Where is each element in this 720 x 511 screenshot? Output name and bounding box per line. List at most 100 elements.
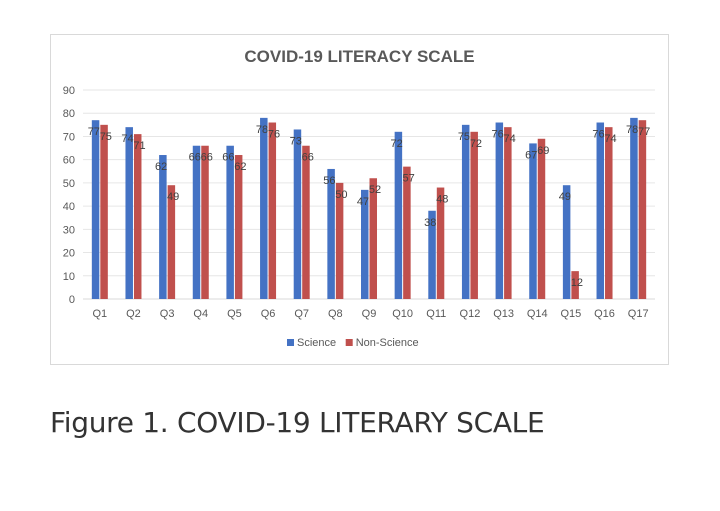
legend-swatch (345, 339, 353, 346)
data-label: 76 (491, 129, 503, 141)
x-tick-label: Q17 (628, 308, 649, 320)
bar-science (293, 129, 302, 299)
data-label: 66 (222, 152, 234, 164)
bar-science (159, 155, 167, 299)
data-label: 74 (503, 133, 515, 145)
bar-non-science (638, 120, 647, 299)
x-tick-label: Q9 (362, 308, 377, 320)
bar-non-science (436, 187, 445, 299)
bar-science (630, 117, 638, 299)
bar-science (461, 124, 470, 299)
bar-non-science (268, 122, 277, 299)
figure-caption: Figure 1. COVID-19 LITERARY SCALE (50, 406, 545, 439)
bar-non-science (369, 178, 377, 299)
data-label: 71 (133, 140, 145, 152)
data-label: 62 (234, 161, 246, 173)
bar-non-science (504, 127, 512, 300)
bar-science (327, 168, 335, 299)
bar-science (596, 122, 605, 299)
y-tick-label: 20 (63, 248, 75, 260)
data-label: 75 (100, 131, 112, 143)
y-tick-label: 80 (63, 108, 75, 120)
data-label: 66 (189, 152, 201, 164)
data-label: 78 (626, 124, 638, 136)
x-tick-label: Q14 (527, 308, 548, 320)
bar-science (91, 120, 100, 299)
bar-non-science (470, 131, 478, 299)
data-label: 72 (391, 138, 403, 150)
bar-science (529, 143, 537, 299)
bar-science (125, 127, 133, 300)
y-tick-label: 40 (63, 201, 75, 213)
bar-non-science (335, 182, 344, 299)
x-tick-label: Q10 (392, 308, 413, 320)
x-tick-label: Q4 (193, 308, 208, 320)
y-tick-label: 60 (63, 155, 75, 167)
x-tick-label: Q3 (160, 308, 175, 320)
bar-science (192, 145, 201, 299)
data-label: 74 (604, 133, 616, 145)
data-label: 66 (302, 152, 314, 164)
legend-label: Non-Science (356, 337, 419, 349)
data-label: 76 (592, 129, 604, 141)
bar-science (428, 210, 436, 299)
data-label: 49 (167, 191, 179, 203)
data-label: 12 (571, 277, 583, 289)
bar-non-science (100, 124, 108, 299)
data-label: 73 (290, 135, 302, 147)
data-label: 77 (88, 126, 100, 138)
data-label: 78 (256, 124, 268, 136)
data-label: 75 (458, 131, 470, 143)
data-label: 67 (525, 149, 537, 161)
bar-non-science (133, 134, 142, 299)
y-tick-label: 10 (63, 271, 75, 283)
chart-title: COVID-19 LITERACY SCALE (244, 47, 475, 66)
y-tick-label: 30 (63, 224, 75, 236)
bar-non-science (234, 155, 243, 299)
data-label: 77 (638, 126, 650, 138)
bar-non-science (167, 185, 176, 299)
x-tick-label: Q5 (227, 308, 242, 320)
x-tick-label: Q6 (261, 308, 276, 320)
data-label: 69 (537, 145, 549, 157)
legend-label: Science (297, 337, 336, 349)
y-tick-label: 70 (63, 131, 75, 143)
bar-non-science (605, 127, 613, 300)
data-label: 57 (403, 173, 415, 185)
bar-science (226, 145, 234, 299)
bar-science (495, 122, 504, 299)
y-tick-label: 90 (63, 85, 75, 97)
x-tick-label: Q1 (92, 308, 107, 320)
data-label: 52 (369, 184, 381, 196)
data-label: 72 (470, 138, 482, 150)
bar-non-science (302, 145, 310, 299)
bar-non-science (571, 271, 579, 299)
x-tick-label: Q7 (294, 308, 309, 320)
x-tick-label: Q16 (594, 308, 615, 320)
bar-science (260, 117, 268, 299)
x-tick-label: Q11 (426, 308, 446, 320)
bar-non-science (403, 166, 411, 299)
data-label: 38 (424, 217, 436, 229)
data-label: 47 (357, 196, 369, 208)
data-label: 48 (436, 194, 448, 206)
legend-swatch (287, 339, 294, 346)
data-label: 66 (201, 152, 213, 164)
data-label: 76 (268, 129, 280, 141)
data-label: 49 (559, 191, 571, 203)
data-label: 56 (323, 175, 335, 187)
y-tick-label: 50 (63, 178, 75, 190)
data-label: 62 (155, 161, 167, 173)
bar-science (361, 189, 369, 299)
bar-science (562, 185, 571, 299)
bar-non-science (537, 138, 546, 299)
bar-science (394, 131, 403, 299)
x-tick-label: Q12 (460, 308, 481, 320)
data-label: 74 (121, 133, 133, 145)
y-tick-label: 0 (69, 294, 75, 306)
x-tick-label: Q2 (126, 308, 141, 320)
x-tick-label: Q15 (560, 308, 581, 320)
chart-container: COVID-19 LITERACY SCALE 0 10 20 30 40 50 60 70 8… (50, 34, 669, 365)
x-tick-label: Q8 (328, 308, 343, 320)
